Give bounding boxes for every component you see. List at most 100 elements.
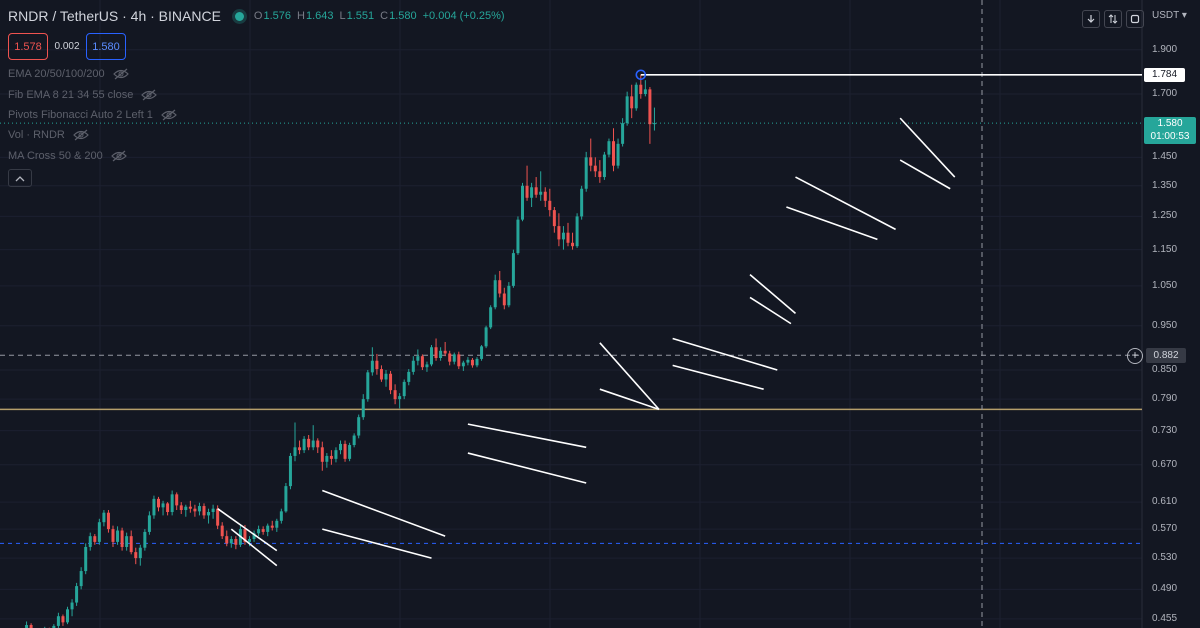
currency-selector[interactable]: USDT ▾: [1152, 10, 1187, 21]
indicator-volume[interactable]: Vol · RNDR: [8, 129, 89, 141]
crosshair-price-label: 0.882: [1146, 348, 1186, 363]
trendline: [899, 117, 956, 178]
candle-body: [502, 293, 506, 306]
grid: [0, 0, 1143, 628]
candle-body: [407, 371, 411, 382]
maximize-button[interactable]: [1126, 10, 1144, 28]
trendline: [749, 274, 797, 314]
candle-body: [470, 359, 474, 366]
candle: [179, 502, 183, 515]
candle-body: [452, 354, 456, 362]
candle: [138, 544, 142, 566]
candle-body: [511, 253, 515, 286]
candle-body: [489, 307, 493, 328]
candle-body: [257, 529, 261, 534]
candle: [557, 213, 561, 247]
candle: [521, 182, 524, 222]
candle-body: [430, 347, 433, 365]
candle-body: [270, 525, 274, 528]
candle: [607, 138, 611, 158]
trendline-drawings: [217, 117, 956, 567]
candle-body: [643, 89, 647, 94]
candle-body: [443, 350, 447, 354]
candle-body: [561, 232, 565, 240]
candle-body: [625, 96, 629, 124]
candle: [188, 500, 192, 513]
candle-body: [225, 536, 229, 544]
candle: [225, 530, 229, 547]
candle: [266, 523, 270, 537]
candle: [548, 188, 552, 217]
candle: [157, 496, 160, 512]
sort-button[interactable]: [1104, 10, 1122, 28]
candle-body: [84, 546, 88, 572]
square-icon: [1130, 14, 1140, 24]
candle: [543, 187, 547, 207]
high-price-label: 1.784: [1144, 68, 1185, 82]
candle-body: [593, 165, 597, 172]
candle-body: [375, 360, 379, 370]
candle-body: [234, 539, 238, 545]
eye-hidden-icon[interactable]: [110, 150, 127, 162]
price-tick-label: 0.670: [1152, 458, 1178, 470]
add-alert-plus-icon[interactable]: +: [1127, 348, 1143, 364]
trendline: [217, 508, 278, 552]
candle: [625, 91, 629, 126]
candle: [370, 347, 374, 376]
candle-body: [184, 506, 188, 511]
candle-body: [311, 440, 315, 448]
indicator-ema[interactable]: EMA 20/50/100/200: [8, 68, 129, 80]
candle-body: [480, 346, 484, 359]
candle-body: [106, 512, 110, 530]
collapse-legend-button[interactable]: [8, 169, 32, 187]
eye-hidden-icon[interactable]: [112, 68, 129, 80]
candle-body: [589, 157, 593, 166]
top-right-controls: [1082, 10, 1144, 28]
candle: [466, 357, 470, 366]
bar-countdown: 01:00:53: [1150, 131, 1190, 142]
candle-body: [102, 512, 106, 523]
sell-button[interactable]: 1.578: [8, 33, 48, 60]
price-tick-label: 0.530: [1152, 552, 1178, 564]
candle-body: [484, 327, 488, 347]
candle-body: [279, 511, 283, 521]
candle: [516, 216, 520, 255]
candle: [111, 525, 115, 547]
candle: [284, 482, 288, 513]
eye-hidden-icon[interactable]: [161, 109, 177, 121]
candle: [311, 425, 315, 451]
candle-body: [543, 191, 547, 201]
trendline: [467, 452, 587, 484]
candle: [207, 508, 211, 524]
candle-body: [56, 616, 60, 626]
candle-body: [334, 450, 338, 459]
eye-hidden-icon[interactable]: [141, 89, 158, 101]
ohlc-low: L1.551: [339, 10, 375, 22]
candle: [125, 532, 129, 551]
candle: [352, 433, 356, 448]
candle-body: [134, 552, 138, 559]
candle: [593, 157, 597, 178]
indicator-ma-cross[interactable]: MA Cross 50 & 200: [8, 150, 127, 162]
candle: [170, 490, 174, 516]
candle-body: [612, 141, 615, 166]
candle-body: [302, 438, 306, 451]
candle-body: [566, 232, 570, 243]
candle-body: [143, 531, 147, 548]
candle: [575, 213, 579, 248]
candle-body: [521, 185, 524, 220]
candle: [389, 370, 393, 395]
candle-body: [648, 89, 652, 125]
candle-body: [461, 362, 465, 367]
candle-body: [370, 360, 374, 373]
eye-hidden-icon[interactable]: [72, 129, 89, 141]
indicator-fib-ema[interactable]: Fib EMA 8 21 34 55 close: [8, 89, 158, 101]
indicator-pivots[interactable]: Pivots Fibonacci Auto 2 Left 1: [8, 109, 177, 121]
symbol-title[interactable]: RNDR / TetherUS · 4h · BINANCE: [8, 8, 221, 24]
candle-body: [88, 536, 92, 547]
download-button[interactable]: [1082, 10, 1100, 28]
buy-button[interactable]: 1.580: [86, 33, 126, 60]
candle: [229, 536, 233, 548]
